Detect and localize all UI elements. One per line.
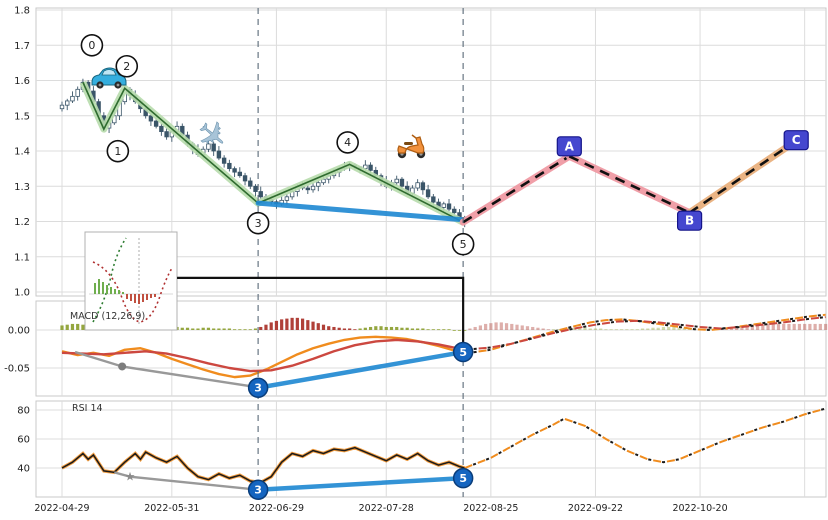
macd-trendline-3-5[interactable] — [255, 349, 466, 391]
wave-marker-0[interactable]: 0 — [80, 33, 104, 57]
wave-marker-5[interactable]: 5 — [451, 232, 475, 256]
inset-connector-line — [177, 276, 465, 344]
svg-text:1.2: 1.2 — [14, 217, 30, 228]
svg-text:4: 4 — [344, 136, 351, 149]
svg-text:1.7: 1.7 — [14, 41, 30, 52]
wave-marker-4[interactable]: 4 — [336, 131, 359, 154]
svg-text:2: 2 — [123, 60, 130, 73]
svg-text:3: 3 — [254, 484, 262, 497]
svg-text:1.0: 1.0 — [14, 288, 30, 299]
price-trendline-3-5[interactable] — [255, 200, 466, 223]
svg-text:-0.05: -0.05 — [4, 364, 30, 375]
svg-text:40: 40 — [17, 464, 30, 475]
svg-text:2022-04-29: 2022-04-29 — [34, 503, 89, 514]
rsi-label: RSI 14 — [72, 403, 103, 414]
svg-text:80: 80 — [17, 406, 30, 417]
svg-text:C: C — [792, 133, 801, 147]
wave-marker-2[interactable]: 2 — [115, 54, 139, 78]
svg-text:A: A — [565, 139, 575, 153]
wave-marker-B[interactable]: B — [676, 210, 703, 231]
projection-dash — [462, 155, 570, 224]
svg-text:0: 0 — [88, 39, 95, 52]
projection-dash — [688, 141, 795, 214]
svg-text:3: 3 — [254, 382, 262, 395]
macd-marker-5[interactable]: 5 — [452, 341, 474, 363]
svg-text:5: 5 — [459, 346, 467, 359]
projection-dash — [568, 155, 691, 214]
elliott-impulse-line — [82, 81, 464, 223]
scooter-icon — [397, 134, 426, 159]
macd-pattern-inset — [84, 231, 178, 331]
annotation-layer: 0 1 2 3 4 5 A B C 3 5 3 5 — [80, 8, 809, 500]
macd-signal-line — [61, 338, 465, 373]
rsi-gray-star: ★ — [125, 470, 136, 484]
svg-text:1.5: 1.5 — [14, 111, 30, 122]
macd-label: MACD (12,26,9) — [70, 311, 145, 322]
svg-text:1.8: 1.8 — [14, 6, 30, 17]
wave-marker-1[interactable]: 1 — [106, 139, 130, 163]
car-icon — [91, 67, 127, 89]
svg-text:2022-08-25: 2022-08-25 — [463, 503, 518, 514]
rsi-marker-3[interactable]: 3 — [247, 479, 269, 500]
svg-text:1.6: 1.6 — [14, 76, 30, 87]
svg-text:0.00: 0.00 — [8, 326, 30, 337]
svg-text:3: 3 — [255, 217, 262, 230]
svg-text:B: B — [685, 214, 694, 228]
svg-text:1: 1 — [114, 145, 121, 158]
rsi-projection — [464, 407, 826, 469]
macd-gray-dot — [118, 362, 127, 371]
rsi-gray-trendline — [113, 471, 259, 491]
svg-text:1.3: 1.3 — [14, 182, 30, 193]
svg-text:1.4: 1.4 — [14, 147, 30, 158]
svg-text:2022-05-31: 2022-05-31 — [144, 503, 199, 514]
wave-marker-3[interactable]: 3 — [246, 211, 270, 235]
svg-text:5: 5 — [459, 472, 467, 485]
macd-signal-projection — [464, 316, 826, 351]
svg-text:2022-09-22: 2022-09-22 — [568, 503, 623, 514]
svg-text:1.1: 1.1 — [14, 252, 30, 263]
svg-text:2022-07-28: 2022-07-28 — [359, 503, 414, 514]
macd-marker-3[interactable]: 3 — [247, 377, 269, 399]
svg-text:2022-10-20: 2022-10-20 — [672, 503, 727, 514]
svg-text:5: 5 — [460, 238, 467, 251]
svg-text:2022-06-29: 2022-06-29 — [249, 503, 304, 514]
wave-marker-A[interactable]: A — [556, 136, 582, 157]
svg-text:60: 60 — [17, 435, 30, 446]
rsi-trendline-3-5[interactable] — [255, 475, 466, 492]
rsi-marker-5[interactable]: 5 — [452, 467, 474, 489]
wave-marker-C[interactable]: C — [783, 130, 809, 151]
